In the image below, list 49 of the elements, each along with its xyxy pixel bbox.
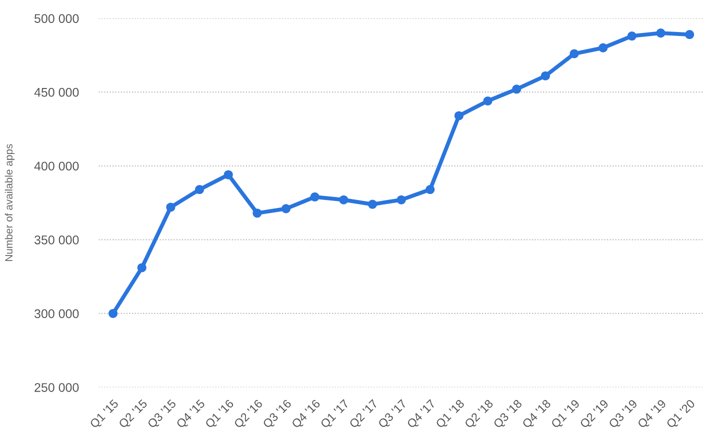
x-tick-label: Q3 '18 <box>492 398 524 430</box>
x-tick-label: Q1 '16 <box>204 398 236 430</box>
point <box>281 204 291 214</box>
point <box>426 185 435 194</box>
x-tick-label: Q3 '19 <box>608 399 640 430</box>
x-tick-label: Q2 '17 <box>348 399 380 430</box>
y-tick-label: 250 000 <box>34 383 79 392</box>
x-tick-label: Q4 '17 <box>406 399 438 430</box>
point <box>310 192 320 202</box>
x-tick-label: Q4 '15 <box>176 398 207 430</box>
y-tick-label: 300 000 <box>34 309 79 318</box>
y-tick-label: 450 000 <box>34 88 79 97</box>
x-tick-label: Q1 '18 <box>435 398 466 430</box>
x-tick-label: Q4 '16 <box>291 398 322 430</box>
x-tick-label: Q3 '16 <box>262 398 294 430</box>
point <box>627 32 636 41</box>
x-tick-label: Q1 '17 <box>320 399 351 430</box>
x-tick-label: Q3 '17 <box>378 399 409 430</box>
y-axis-title: Number of available apps <box>4 144 15 261</box>
point <box>540 71 550 80</box>
point <box>108 308 118 318</box>
point <box>396 195 406 204</box>
point <box>512 84 522 94</box>
x-tick-label: Q1 '19 <box>550 399 582 430</box>
x-tick-label: Q2 '16 <box>233 398 264 430</box>
point <box>454 111 464 120</box>
x-tick-label: Q2 '18 <box>464 398 496 430</box>
point <box>195 185 204 194</box>
x-tick-label: Q1 '20 <box>666 398 697 430</box>
x-tick-label: Q4 '18 <box>522 398 553 430</box>
x-tick-label: Q4 '19 <box>637 399 668 430</box>
x-tick-label: Q3 '15 <box>146 398 178 430</box>
point <box>252 208 262 218</box>
point <box>570 49 579 58</box>
point <box>339 195 348 204</box>
point <box>685 30 694 40</box>
point <box>224 170 233 180</box>
x-tick-label: Q2 '15 <box>118 398 150 430</box>
y-tick-label: 400 000 <box>34 162 79 171</box>
y-tick-label: 350 000 <box>34 235 79 244</box>
point <box>598 43 608 52</box>
x-tick-label: Q2 '19 <box>579 399 610 430</box>
point <box>483 96 492 106</box>
point <box>166 202 176 212</box>
point <box>137 263 146 272</box>
point <box>368 200 377 209</box>
y-tick-label: 500 000 <box>34 14 79 23</box>
x-tick-label: Q1 '15 <box>89 398 120 430</box>
point <box>656 28 666 38</box>
